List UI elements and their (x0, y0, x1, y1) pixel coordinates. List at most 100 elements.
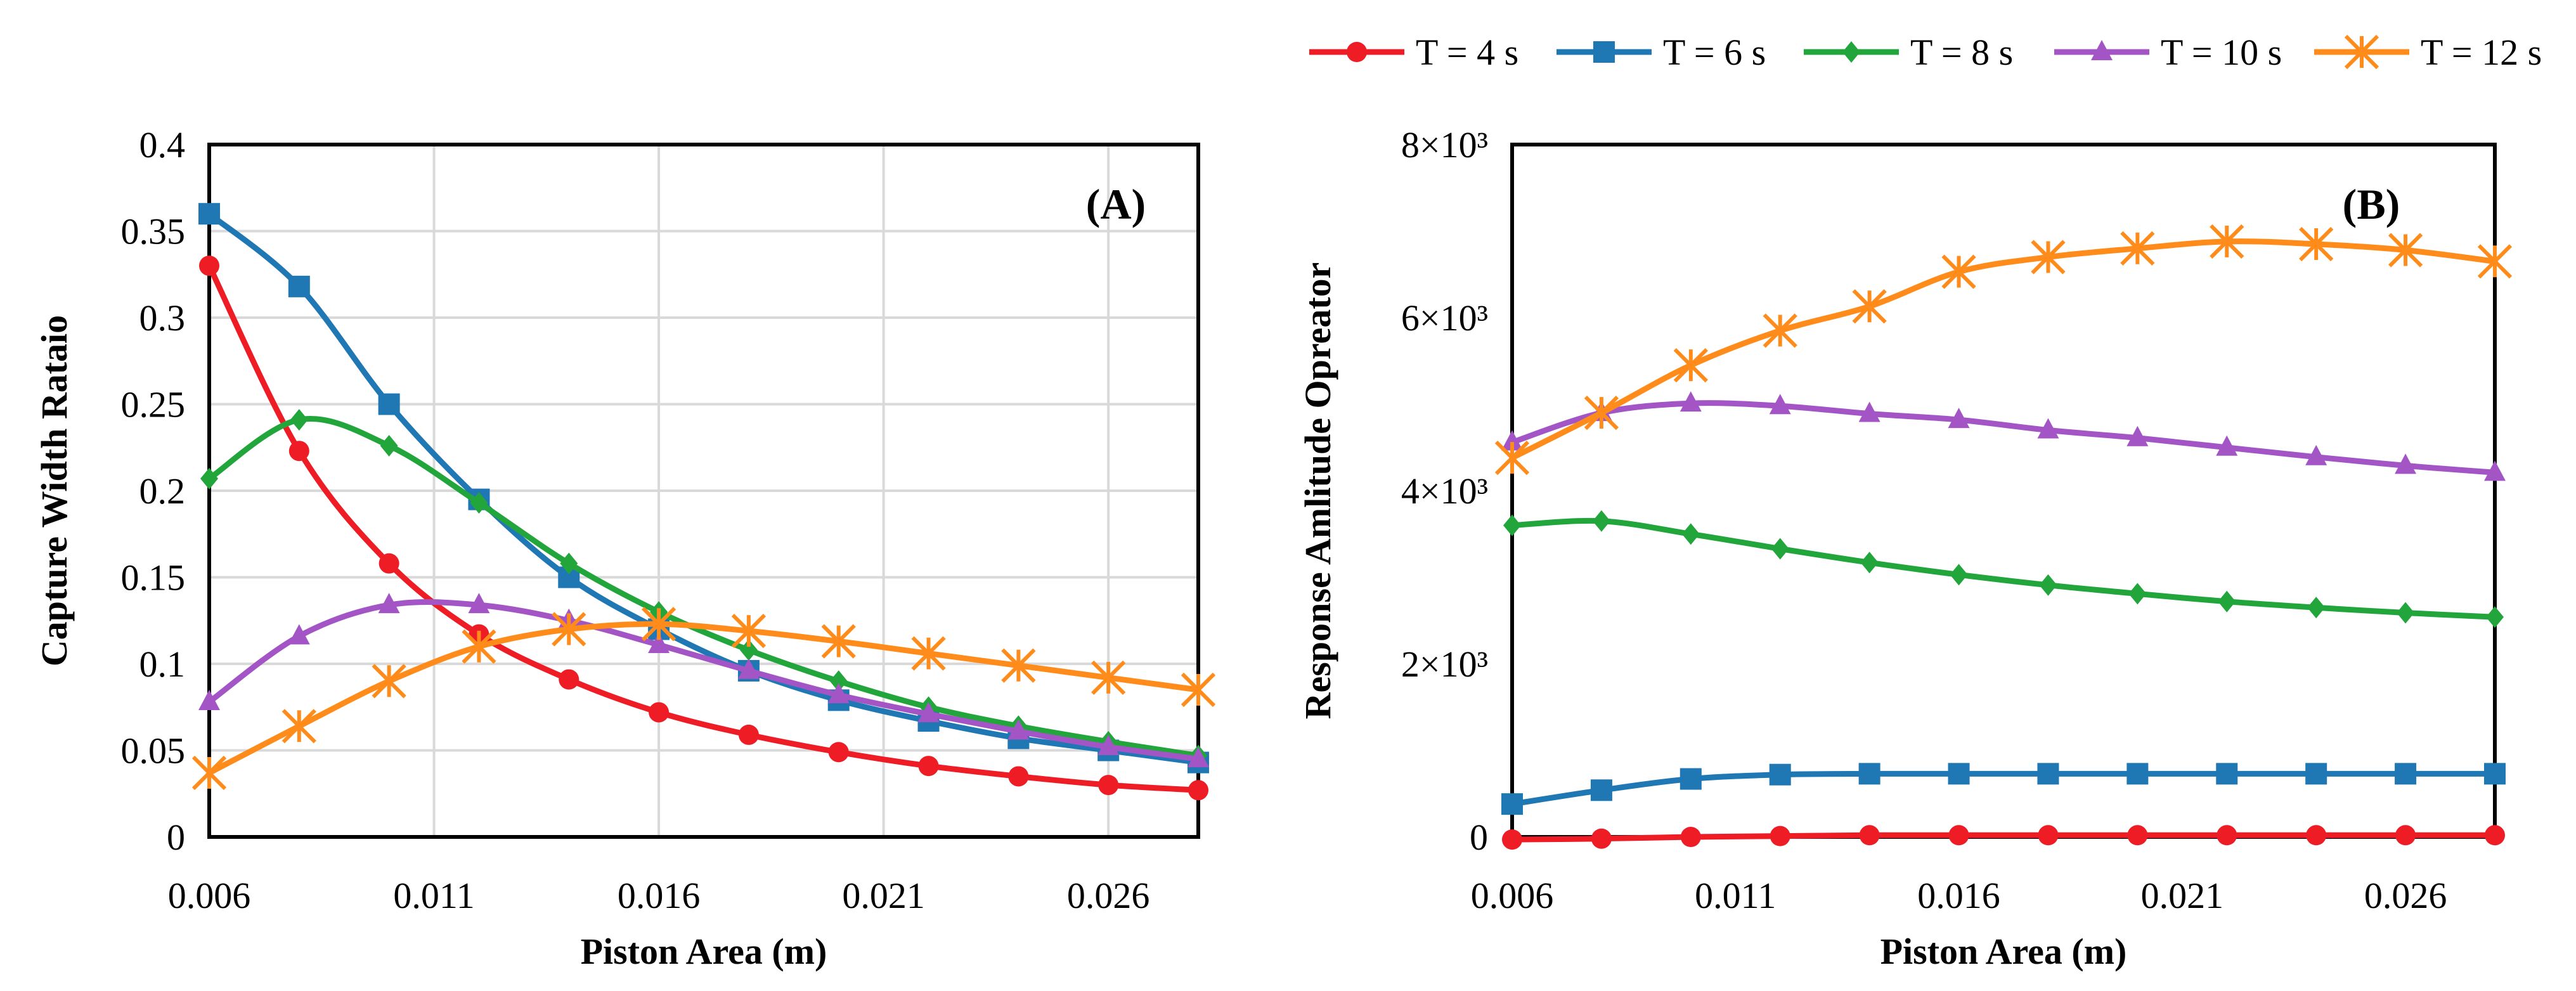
data-point-t-4-s-a (1098, 775, 1119, 796)
legend-entry-t-4-s: T = 4 s (1309, 32, 1518, 73)
data-point-t-4-s-a (918, 756, 939, 777)
data-point-t-6-s-b (2305, 763, 2327, 785)
data-point-t-6-s-b (2037, 763, 2059, 785)
data-point-t-10-s-b (2037, 418, 2059, 439)
data-point-t-10-s-a (1097, 735, 1120, 756)
y-axis-title-b: Response Amlitude Opreator (1297, 262, 1338, 720)
data-point-t-10-s-b (1858, 401, 1880, 422)
series-t-10-s-b (1501, 391, 2506, 481)
legend-marker (1593, 41, 1615, 63)
legend-entry-t-8-s: T = 8 s (1804, 32, 2013, 73)
data-point-t-12-s-a (911, 636, 946, 671)
data-point-t-4-s-a (738, 724, 759, 745)
data-point-t-4-s-b (2395, 825, 2416, 846)
data-point-t-4-s-a (288, 441, 309, 462)
series-line-t-6-s-a (207, 211, 1199, 766)
y-tick-label-a: 0.15 (121, 557, 186, 599)
data-point-t-12-s-b (1763, 313, 1797, 348)
data-point-t-4-s-a (1008, 766, 1029, 787)
data-point-t-12-s-a (462, 629, 496, 664)
series-line-t-12-s-a (207, 621, 1199, 775)
data-point-t-4-s-b (1859, 825, 1880, 846)
x-tick-label-b: 0.026 (2364, 875, 2447, 916)
data-point-t-12-s-b (2477, 244, 2513, 279)
series-group-a (191, 203, 1216, 801)
data-point-t-12-s-a (641, 607, 676, 642)
series-line-t-12-s-b (1510, 238, 2495, 461)
legend-entry-t-6-s: T = 6 s (1557, 32, 1766, 73)
x-tick-label-b: 0.016 (1917, 875, 2000, 916)
y-tick-label-a: 0.3 (139, 297, 186, 339)
data-point-t-4-s-a (559, 669, 579, 690)
data-point-t-10-s-a (737, 658, 760, 679)
data-point-t-4-s-a (649, 702, 670, 723)
series-t-10-s-a (198, 593, 1209, 768)
y-tick-label-b: 6×10³ (1401, 297, 1488, 339)
data-point-t-6-s-b (1680, 768, 1702, 790)
tick-labels-b: 0.006 0.011 0.016 0.021 0.026 0 2×10³ 4×10³ 6×10… (1401, 124, 2447, 916)
series-line-t-8-s-a (207, 416, 1199, 759)
series-line-t-4-s-a (206, 264, 1199, 793)
data-point-t-4-s-a (828, 742, 849, 763)
data-point-t-12-s-b (1852, 289, 1887, 324)
x-tick-label-b: 0.011 (1695, 875, 1776, 916)
legend: T = 4 s T = 6 s T = 8 s T = 10 s T = 12 s (1309, 32, 2542, 73)
x-tick-label-a: 0.011 (393, 875, 474, 916)
data-point-t-4-s-b (1948, 825, 1969, 846)
legend-label: T = 4 s (1416, 32, 1518, 73)
data-point-t-8-s-b (2039, 574, 2057, 596)
series-t-8-s-b (1503, 510, 2504, 628)
series-t-6-s-b (1501, 763, 2506, 815)
series-group-b (1494, 224, 2513, 850)
x-tick-label-a: 0.006 (168, 875, 251, 916)
data-point-t-12-s-b (2210, 224, 2244, 259)
data-point-t-4-s-a (379, 553, 399, 574)
series-line-t-10-s-b (1511, 400, 2495, 476)
data-point-t-12-s-b (2120, 231, 2155, 266)
data-point-t-8-s-a (470, 492, 488, 514)
x-axis-title-b: Piston Area (m) (1880, 931, 2127, 972)
data-point-t-8-s-b (2307, 597, 2326, 619)
legend-marker (1842, 41, 1860, 63)
panel-label-b: (B) (2343, 180, 2400, 228)
y-tick-label-b: 4×10³ (1401, 470, 1488, 512)
legend-marker (2344, 34, 2379, 70)
x-tick-label-a: 0.016 (618, 875, 701, 916)
data-point-t-4-s-b (2306, 825, 2327, 846)
data-point-t-4-s-b (1770, 826, 1790, 846)
data-point-t-10-s-a (648, 632, 670, 653)
data-point-t-6-s-b (1501, 793, 1523, 815)
data-point-t-12-s-a (1091, 660, 1126, 695)
data-point-t-12-s-b (2031, 240, 2066, 275)
data-point-t-10-s-b (1501, 430, 1523, 451)
data-point-t-12-s-b (1584, 396, 1619, 431)
data-point-t-12-s-a (191, 755, 227, 791)
data-point-t-10-s-a (468, 593, 490, 614)
data-point-t-10-s-a (917, 702, 940, 723)
data-point-t-4-s-b (1502, 829, 1522, 850)
data-point-t-4-s-b (1680, 827, 1701, 847)
data-point-t-10-s-a (288, 624, 310, 645)
data-point-t-4-s-b (2127, 825, 2148, 846)
data-point-t-6-s-b (2126, 763, 2149, 785)
data-point-t-8-s-b (2397, 602, 2415, 624)
data-point-t-4-s-a (199, 256, 219, 276)
data-point-t-12-s-a (372, 664, 406, 699)
y-tick-label-a: 0.05 (121, 730, 186, 772)
legend-marker (2091, 40, 2113, 60)
chart-a: 0.006 0.011 0.016 0.021 0.026 0 0.05 0.1 0.15 0.2… (34, 124, 1216, 972)
data-point-t-10-s-b (1948, 408, 1970, 429)
data-point-t-10-s-b (2305, 444, 2327, 465)
tick-labels-a: 0.006 0.011 0.016 0.021 0.026 0 0.05 0.1 0.15 0.2… (121, 124, 1150, 916)
data-point-t-10-s-b (2484, 460, 2506, 481)
x-axis-title-a: Piston Area (m) (581, 931, 827, 972)
data-point-t-8-s-b (2218, 590, 2236, 612)
data-point-t-10-s-a (378, 593, 400, 614)
legend-label: T = 8 s (1910, 32, 2013, 73)
chart-b: 0.006 0.011 0.016 0.021 0.026 0 2×10³ 4×10³ 6×10… (1297, 124, 2513, 972)
data-point-t-12-s-b (2299, 226, 2334, 262)
data-point-t-12-s-a (552, 612, 586, 647)
y-tick-label-a: 0.35 (121, 211, 186, 252)
data-point-t-4-s-b (1591, 828, 1612, 849)
